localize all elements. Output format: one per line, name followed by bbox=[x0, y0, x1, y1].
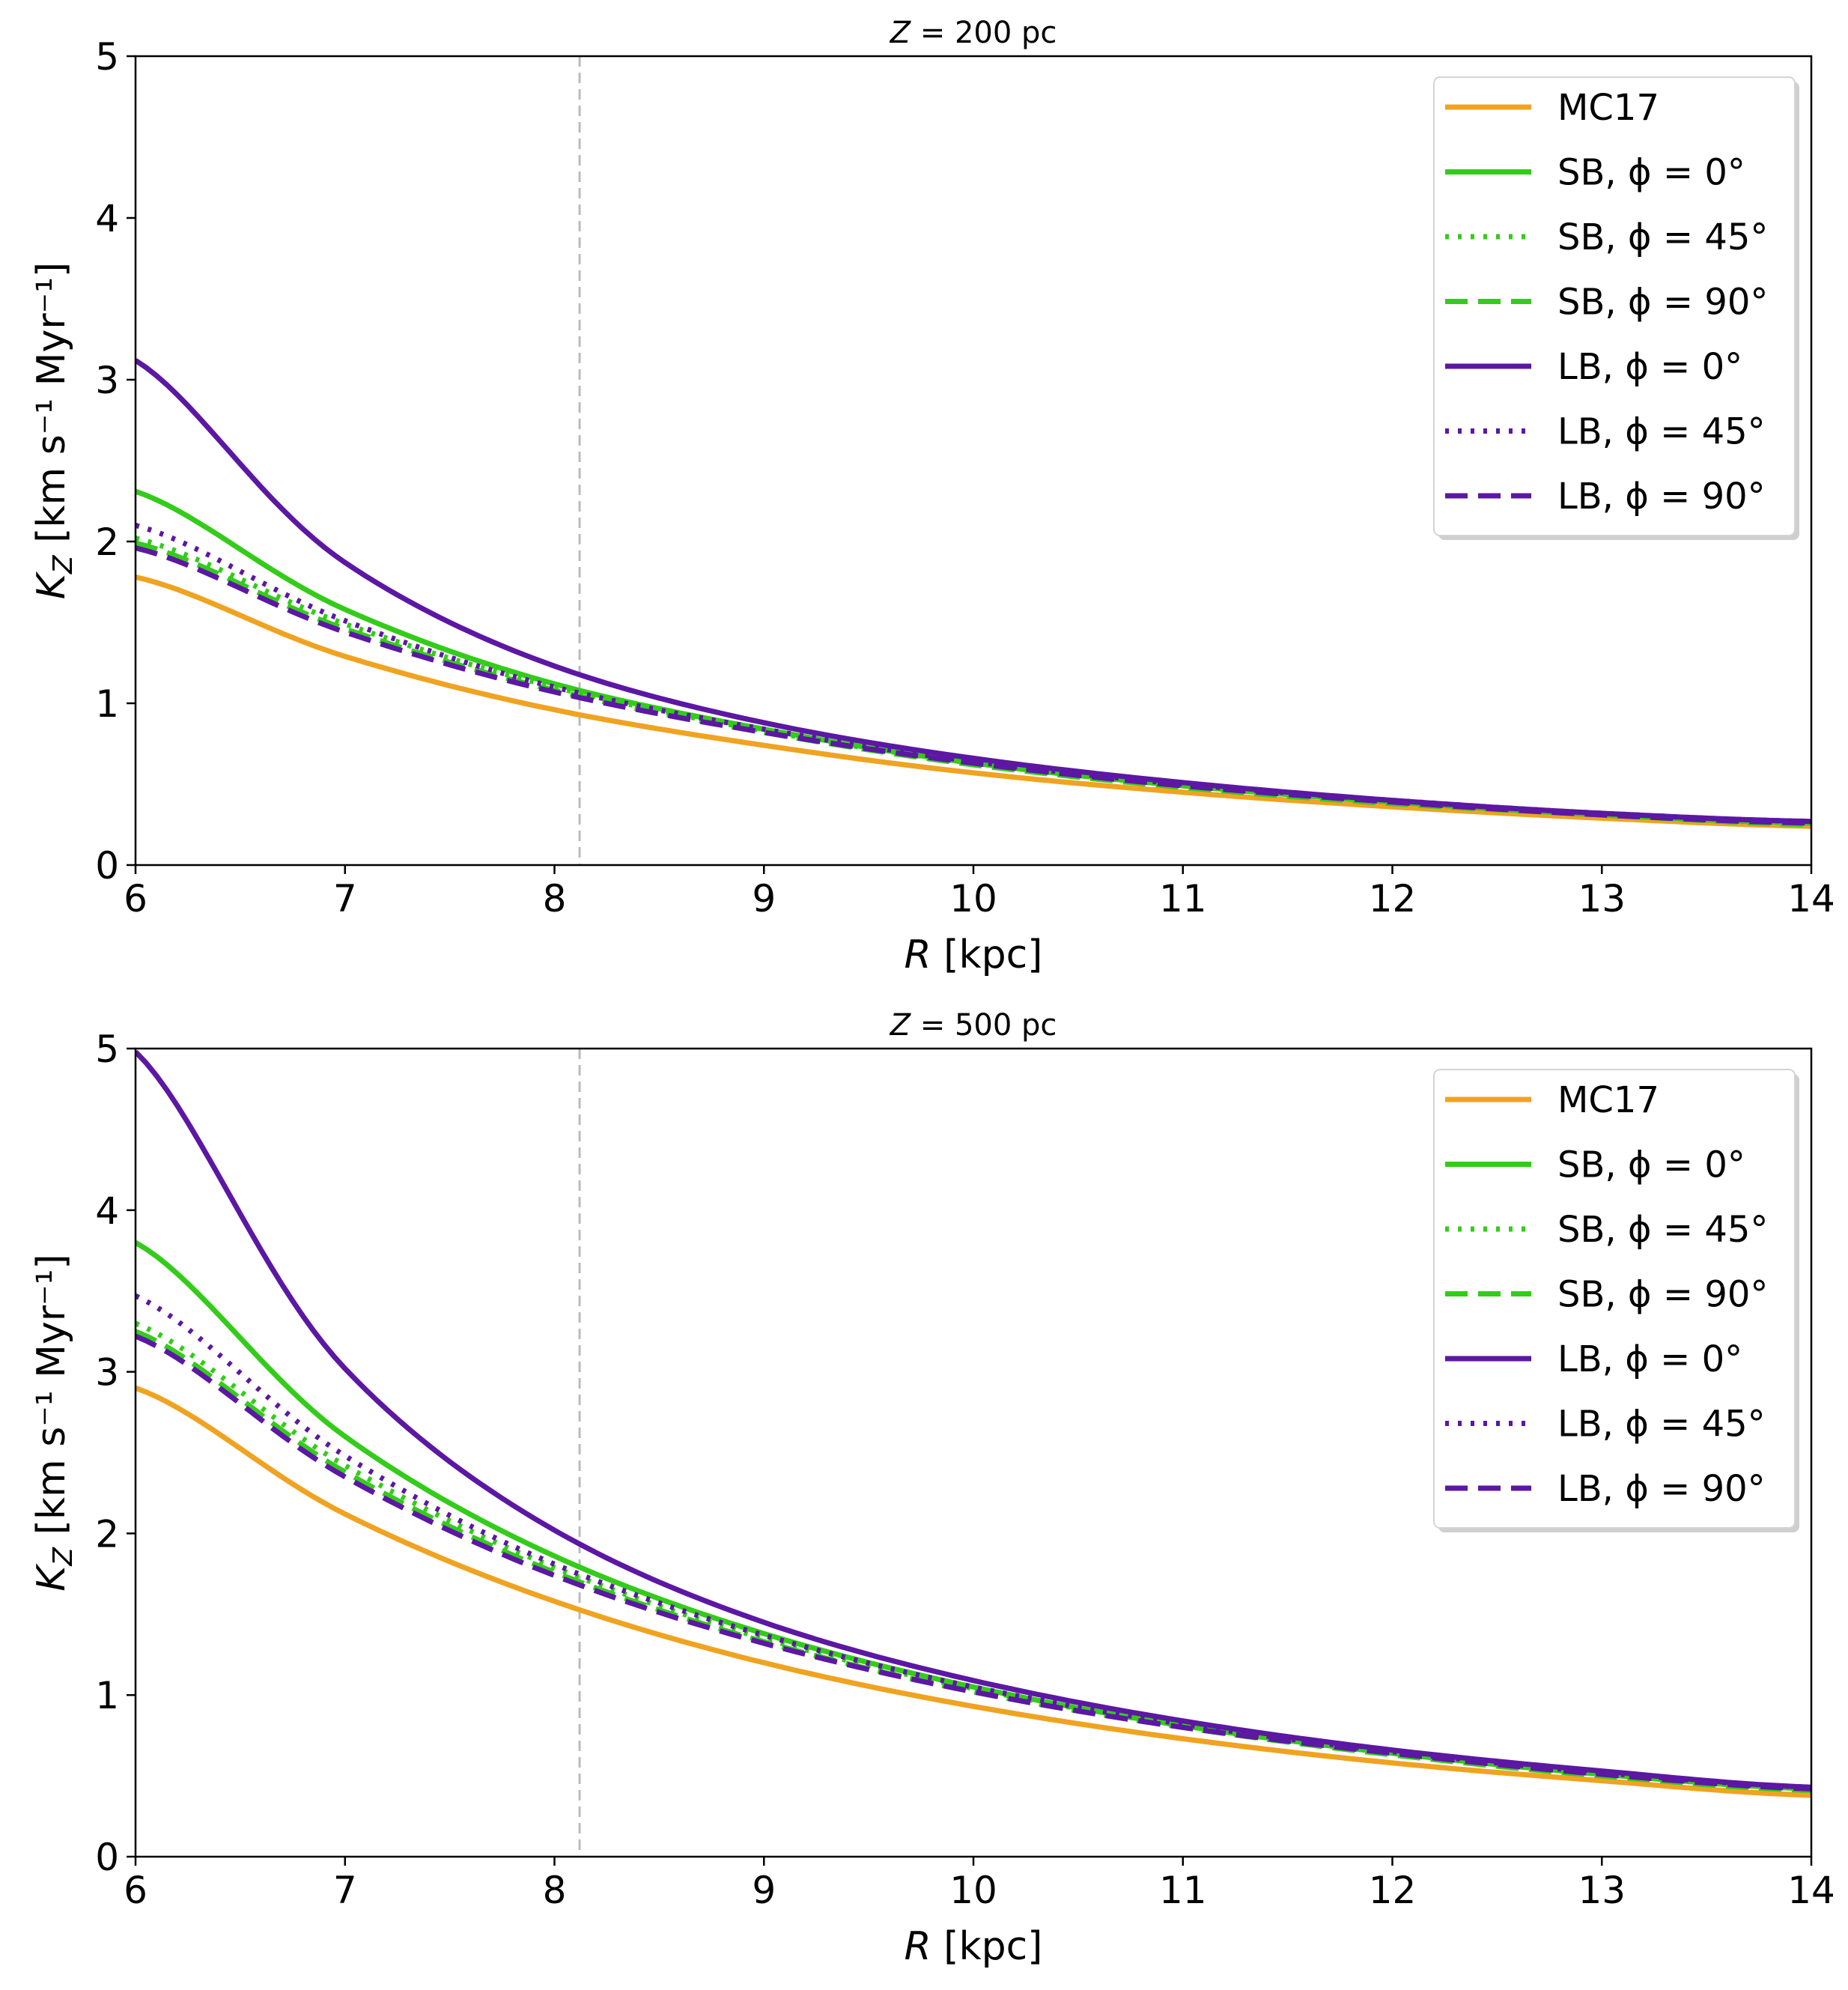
legend-label-5: LB, ϕ = 0° bbox=[1557, 346, 1742, 388]
y-axis-label-var: K bbox=[29, 571, 74, 599]
series-line-6 bbox=[136, 523, 1811, 825]
x-tick-label: 14 bbox=[1787, 1869, 1835, 1912]
y-axis-label: KZ [km s⁻¹ Myr⁻¹] bbox=[29, 1254, 79, 1591]
legend-box bbox=[1433, 76, 1796, 536]
x-axis-label-var: R bbox=[905, 932, 931, 977]
y-tick-label: 1 bbox=[95, 1674, 119, 1717]
y-axis-label-var: K bbox=[29, 1563, 74, 1592]
series-line-3 bbox=[136, 1320, 1811, 1792]
x-tick-label: 7 bbox=[333, 877, 357, 920]
x-tick-label: 6 bbox=[124, 1869, 148, 1912]
series-line-4 bbox=[136, 540, 1811, 828]
y-axis-label: KZ [km s⁻¹ Myr⁻¹] bbox=[29, 262, 79, 599]
x-tick-label: 14 bbox=[1787, 877, 1835, 920]
panel-title-value: = 200 pc bbox=[911, 16, 1057, 50]
x-axis-label-var: R bbox=[905, 1924, 931, 1969]
y-axis-label-subscript: Z bbox=[48, 1547, 79, 1567]
x-tick-label: 7 bbox=[333, 1869, 357, 1912]
y-tick-label: 0 bbox=[95, 1836, 119, 1879]
series-line-7 bbox=[136, 545, 1811, 826]
panel-title-value: = 500 pc bbox=[911, 1008, 1057, 1043]
legend-label-3: SB, ϕ = 45° bbox=[1557, 216, 1768, 258]
x-tick-label: 9 bbox=[752, 877, 776, 920]
x-tick-label: 10 bbox=[949, 1869, 997, 1912]
x-tick-label: 10 bbox=[949, 877, 997, 920]
legend-label-7: LB, ϕ = 90° bbox=[1557, 1468, 1766, 1510]
legend-label-4: SB, ϕ = 90° bbox=[1557, 1274, 1768, 1316]
y-tick-label: 2 bbox=[95, 1512, 119, 1556]
legend-label-6: LB, ϕ = 45° bbox=[1557, 411, 1766, 453]
x-axis-label: R [kpc] bbox=[905, 932, 1043, 977]
y-tick-label: 2 bbox=[95, 521, 119, 564]
x-tick-label: 8 bbox=[543, 877, 567, 920]
series-line-1 bbox=[136, 1385, 1811, 1798]
panel-title-var: Z bbox=[890, 16, 912, 50]
y-tick-label: 5 bbox=[95, 1028, 119, 1071]
legend-label-3: SB, ϕ = 45° bbox=[1557, 1209, 1768, 1251]
series-line-7 bbox=[136, 1333, 1811, 1792]
x-tick-label: 11 bbox=[1159, 877, 1207, 920]
x-tick-label: 8 bbox=[543, 1869, 567, 1912]
y-tick-label: 1 bbox=[95, 682, 119, 726]
x-axis-label-units: [kpc] bbox=[931, 932, 1043, 977]
y-tick-label: 3 bbox=[95, 1351, 119, 1395]
legend-label-2: SB, ϕ = 0° bbox=[1557, 1144, 1745, 1186]
x-tick-label: 9 bbox=[752, 1869, 776, 1912]
legend-label-1: MC17 bbox=[1557, 1079, 1659, 1121]
legend-label-4: SB, ϕ = 90° bbox=[1557, 282, 1768, 324]
panel-title: Z = 200 pc bbox=[890, 16, 1057, 50]
series-line-1 bbox=[136, 574, 1811, 829]
legend-label-7: LB, ϕ = 90° bbox=[1557, 476, 1766, 518]
x-tick-label: 6 bbox=[124, 877, 148, 920]
legend-label-6: LB, ϕ = 45° bbox=[1557, 1404, 1766, 1446]
series-line-6 bbox=[136, 1293, 1811, 1790]
panel-title-var: Z bbox=[890, 1008, 912, 1043]
x-axis-label-units: [kpc] bbox=[931, 1924, 1043, 1969]
legend: MC17 SB, ϕ = 0° SB, ϕ = 45° SB, ϕ = 90° LB, … bbox=[1433, 1069, 1799, 1532]
x-tick-label: 11 bbox=[1159, 1869, 1207, 1912]
x-tick-label: 13 bbox=[1578, 877, 1626, 920]
x-tick-label: 12 bbox=[1369, 1869, 1417, 1912]
y-tick-label: 5 bbox=[95, 35, 119, 79]
y-axis-label-units: [km s⁻¹ Myr⁻¹] bbox=[29, 262, 74, 556]
y-tick-label: 0 bbox=[95, 844, 119, 888]
x-axis-label: R [kpc] bbox=[905, 1924, 1043, 1969]
legend-label-2: SB, ϕ = 0° bbox=[1557, 152, 1745, 194]
legend-label-5: LB, ϕ = 0° bbox=[1557, 1338, 1742, 1380]
legend-box bbox=[1433, 1069, 1796, 1529]
y-tick-label: 3 bbox=[95, 359, 119, 402]
legend: MC17 SB, ϕ = 0° SB, ϕ = 45° SB, ϕ = 90° LB, … bbox=[1433, 76, 1799, 540]
x-tick-label: 13 bbox=[1578, 1869, 1626, 1912]
legend-label-1: MC17 bbox=[1557, 87, 1659, 129]
y-tick-label: 4 bbox=[95, 197, 119, 240]
series-line-3 bbox=[136, 536, 1811, 826]
x-tick-label: 12 bbox=[1369, 877, 1417, 920]
y-tick-label: 4 bbox=[95, 1189, 119, 1233]
series-line-5 bbox=[136, 1049, 1811, 1790]
y-axis-label-units: [km s⁻¹ Myr⁻¹] bbox=[29, 1254, 74, 1547]
panel-title: Z = 500 pc bbox=[890, 1008, 1057, 1043]
y-axis-label-subscript: Z bbox=[48, 554, 79, 574]
